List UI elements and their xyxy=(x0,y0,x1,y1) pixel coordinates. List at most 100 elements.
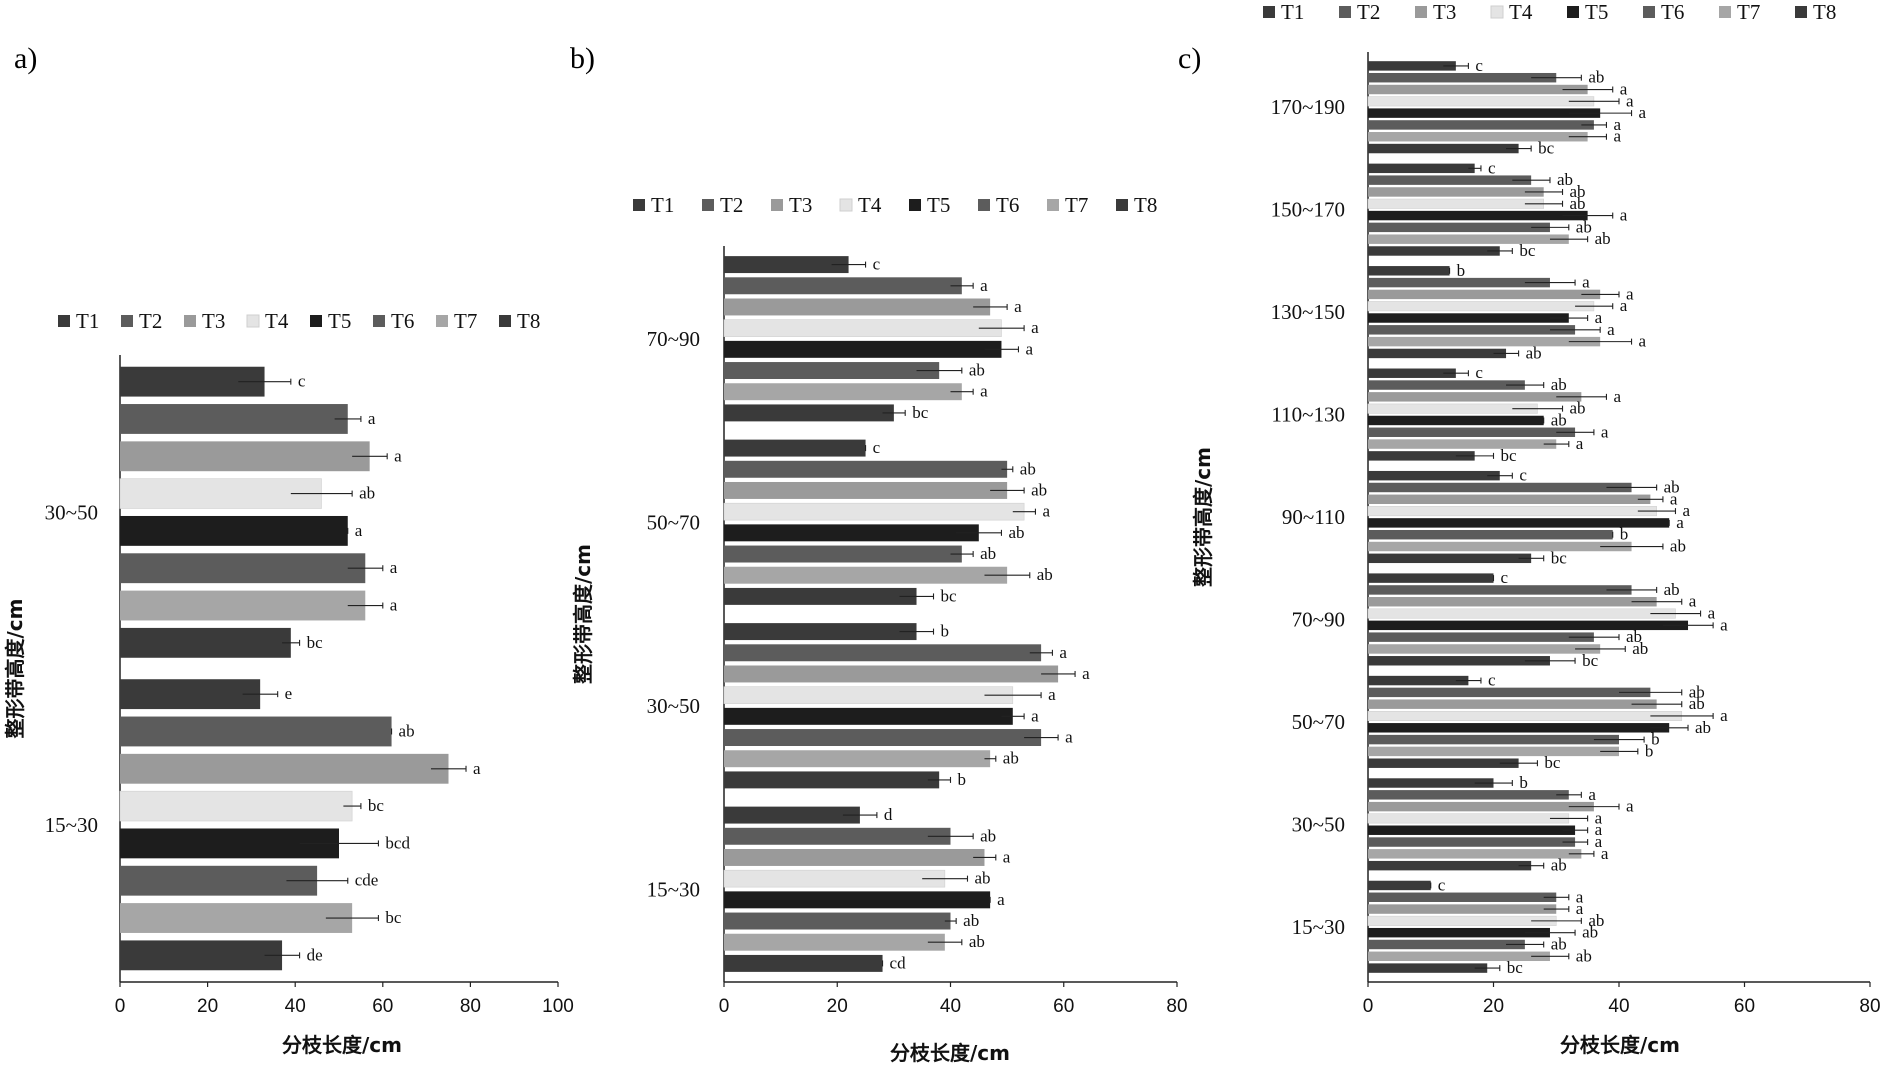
significance-letter: a xyxy=(1670,489,1678,508)
significance-letter: c xyxy=(873,255,881,274)
legend-label-t6: T6 xyxy=(391,309,414,333)
legend-swatch-t3 xyxy=(1415,6,1427,18)
bar-t7 xyxy=(1368,541,1632,552)
significance-letter: ab xyxy=(980,826,996,845)
significance-letter: ab xyxy=(1595,229,1611,248)
significance-letter: ab xyxy=(1008,523,1024,542)
significance-letter: ab xyxy=(1582,923,1598,942)
bar-t1 xyxy=(724,439,866,457)
bar-t4 xyxy=(119,478,322,509)
bar-t2 xyxy=(1368,687,1651,698)
significance-letter: ab xyxy=(1570,399,1586,418)
x-tick-label: 80 xyxy=(460,996,481,1017)
bar-t5 xyxy=(120,515,348,546)
significance-letter: ab xyxy=(1020,459,1036,478)
significance-letter: c xyxy=(1488,158,1496,177)
bar-t6 xyxy=(724,545,962,563)
legend-swatch-t8 xyxy=(1116,199,1128,211)
significance-letter: a xyxy=(1620,80,1628,99)
bar-t1 xyxy=(1368,163,1475,174)
bar-t8 xyxy=(1368,963,1488,973)
bar-t1 xyxy=(1368,675,1469,686)
legend-swatch-t5 xyxy=(909,199,921,211)
bar-t5 xyxy=(1368,313,1569,323)
significance-letter: b xyxy=(1457,261,1466,280)
significance-letter: ab xyxy=(1557,170,1573,189)
significance-letter: b xyxy=(941,622,950,641)
legend-swatch-t7 xyxy=(1047,199,1059,211)
legend: T1 T2 T3 T4 T5 T6 T7 T8 xyxy=(1263,0,1836,24)
significance-letter: ab xyxy=(1689,694,1705,713)
bar-t6 xyxy=(724,362,940,380)
significance-letter: bc xyxy=(941,586,958,605)
significance-letter: a xyxy=(1588,785,1596,804)
bar-t7 xyxy=(120,903,353,933)
significance-letter: a xyxy=(1626,797,1634,816)
significance-letter: b xyxy=(958,770,967,789)
bar-t7 xyxy=(724,383,962,401)
category-label: 30~50 xyxy=(647,694,700,718)
legend-label-t5: T5 xyxy=(328,309,351,333)
significance-letter: a xyxy=(1720,706,1728,725)
significance-letter: b xyxy=(1519,773,1528,792)
bar-t8 xyxy=(724,771,940,789)
bar-t8 xyxy=(1368,553,1532,564)
significance-letter: b xyxy=(1620,525,1629,544)
significance-letter: a xyxy=(1003,847,1011,866)
bar-t6 xyxy=(724,729,1042,747)
significance-letter: a xyxy=(1576,899,1584,918)
significance-letter: bc xyxy=(1538,139,1555,158)
bar-t6 xyxy=(1368,837,1576,847)
legend-swatch-t6 xyxy=(978,199,990,211)
x-tick-label: 40 xyxy=(940,996,961,1017)
bar-t8 xyxy=(1368,348,1507,359)
significance-letter: a xyxy=(1601,844,1609,863)
significance-letter: a xyxy=(1620,296,1628,315)
significance-letter: c xyxy=(1519,466,1527,485)
legend-swatch-t1 xyxy=(58,315,70,327)
bar-t7 xyxy=(120,590,366,621)
significance-letter: ab xyxy=(1551,410,1567,429)
bar-t2 xyxy=(1368,380,1525,390)
bar-t1 xyxy=(1368,778,1494,788)
bar-t7 xyxy=(1368,439,1557,449)
bar-t6 xyxy=(1368,529,1613,540)
significance-letter: a xyxy=(1720,615,1728,634)
bars: 170~190cabaaaaabc150~170cabababaababbc13… xyxy=(1271,56,1729,977)
significance-letter: bcd xyxy=(385,833,410,852)
legend-label-t7: T7 xyxy=(1065,193,1088,217)
bar-t2 xyxy=(724,460,1008,478)
legend-label-t8: T8 xyxy=(1134,193,1157,217)
significance-letter: ab xyxy=(1632,639,1648,658)
category-label: 110~130 xyxy=(1271,403,1345,427)
category-label: 15~30 xyxy=(1292,915,1345,939)
bar-t7 xyxy=(1368,336,1601,347)
bar-t2 xyxy=(724,644,1042,662)
bar-t1 xyxy=(1368,880,1431,891)
legend-label-t4: T4 xyxy=(858,193,882,217)
y-axis-title: 整形带高度/cm xyxy=(3,599,27,740)
significance-letter: bc xyxy=(1582,651,1599,670)
x-tick-label: 20 xyxy=(197,996,218,1017)
bar-t1 xyxy=(724,256,849,274)
bar-t8 xyxy=(120,627,291,658)
bar-t4 xyxy=(723,502,1025,521)
significance-letter: a xyxy=(390,558,398,577)
significance-letter: c xyxy=(1488,671,1496,690)
legend-label-t4: T4 xyxy=(1509,0,1533,24)
significance-letter: a xyxy=(1031,706,1039,725)
significance-letter: ab xyxy=(399,721,415,740)
bar-t5 xyxy=(724,707,1013,725)
significance-letter: b xyxy=(1651,730,1660,749)
y-axis-title: 整形带高度/cm xyxy=(1191,447,1215,588)
significance-letter: ab xyxy=(1031,480,1047,499)
x-tick-label: 0 xyxy=(719,996,730,1017)
bar-t5 xyxy=(1368,518,1670,528)
significance-letter: ab xyxy=(974,869,990,888)
chart-panel-b: b) T1 T2 T3 T4 T5 T6 T7 T8 0 20 40 60 80 分枝长度/cm 整形带高度/… xyxy=(570,42,1188,1065)
legend-label-t1: T1 xyxy=(651,193,674,217)
bar-t4 xyxy=(723,869,946,888)
bar-t8 xyxy=(1368,246,1500,256)
